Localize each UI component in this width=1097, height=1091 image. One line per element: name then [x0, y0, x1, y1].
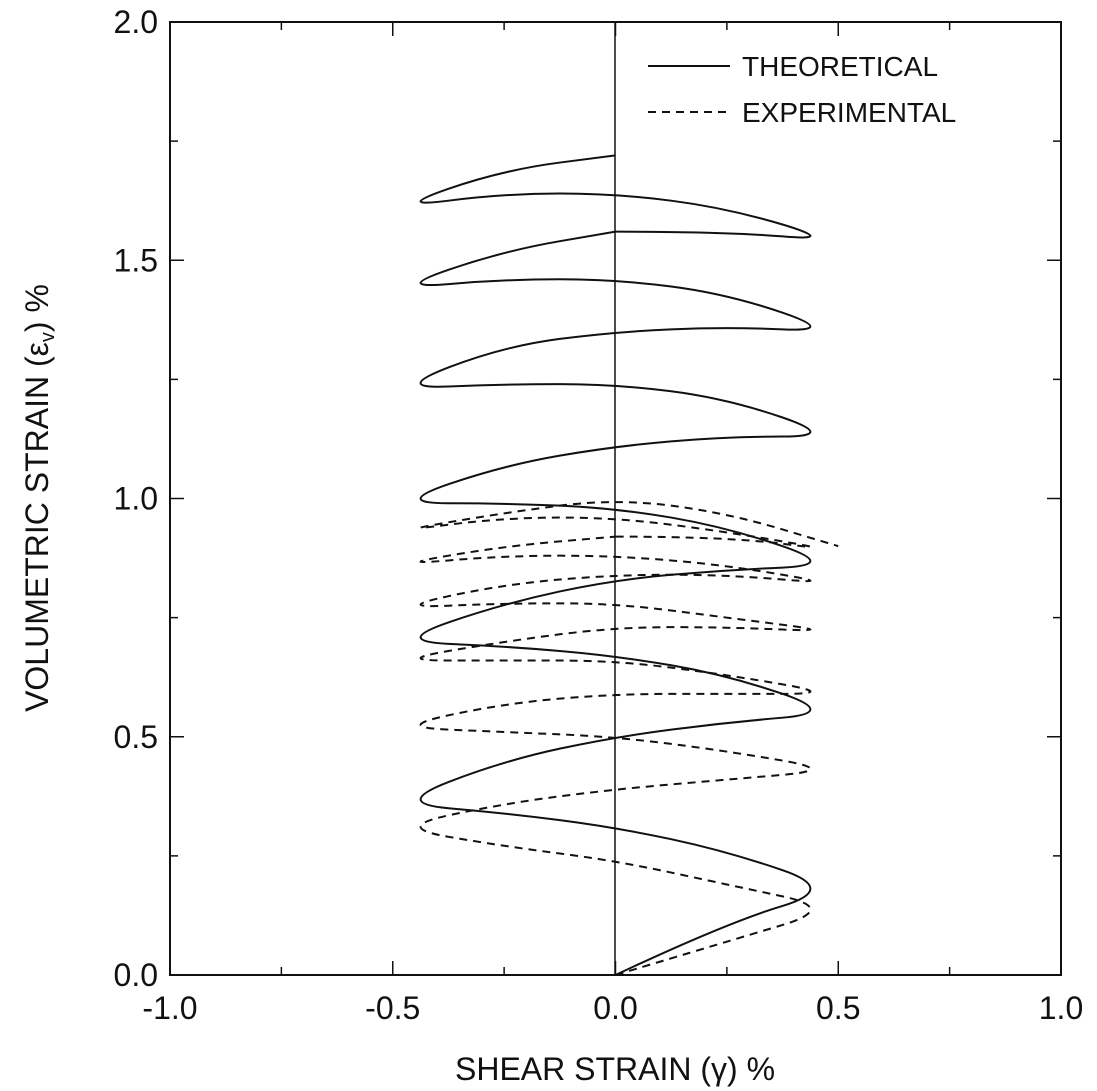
axis-ticks: -1.0 -0.5 0.0 0.5 1.0 0.0 0.5 1.0 1.5 2.0 [114, 4, 1084, 1026]
y-tick-label: 0.5 [114, 719, 158, 755]
series-line-theoretical-0 [419, 230, 812, 976]
y-tick-label: 1.0 [114, 481, 158, 517]
y-axis-title-sub: v [37, 332, 59, 342]
y-axis-title-main: VOLUMETRIC STRAIN (ε [19, 342, 55, 712]
y-tick-label: 1.5 [114, 242, 158, 278]
x-tick-label: 1.0 [1039, 990, 1083, 1026]
y-axis-title: VOLUMETRIC STRAIN (εv) % [19, 284, 59, 712]
y-axis-title-tail: ) % [19, 284, 55, 332]
series-line-theoretical-1 [419, 154, 812, 239]
legend: THEORETICAL EXPERIMENTAL [648, 51, 956, 128]
series-line-experimental-3 [419, 501, 839, 548]
x-axis-title: SHEAR STRAIN (γ) % [455, 1051, 775, 1087]
y-tick-label: 2.0 [114, 4, 158, 40]
series-curves [419, 154, 839, 976]
y-tick-label: 0.0 [114, 957, 158, 993]
legend-label-theoretical: THEORETICAL [742, 51, 938, 82]
series-line-experimental-2 [419, 535, 812, 976]
x-tick-label: 0.5 [816, 990, 860, 1026]
legend-label-experimental: EXPERIMENTAL [742, 97, 956, 128]
x-tick-label: 0.0 [593, 990, 637, 1026]
x-tick-label: -1.0 [142, 990, 197, 1026]
x-tick-label: -0.5 [365, 990, 420, 1026]
